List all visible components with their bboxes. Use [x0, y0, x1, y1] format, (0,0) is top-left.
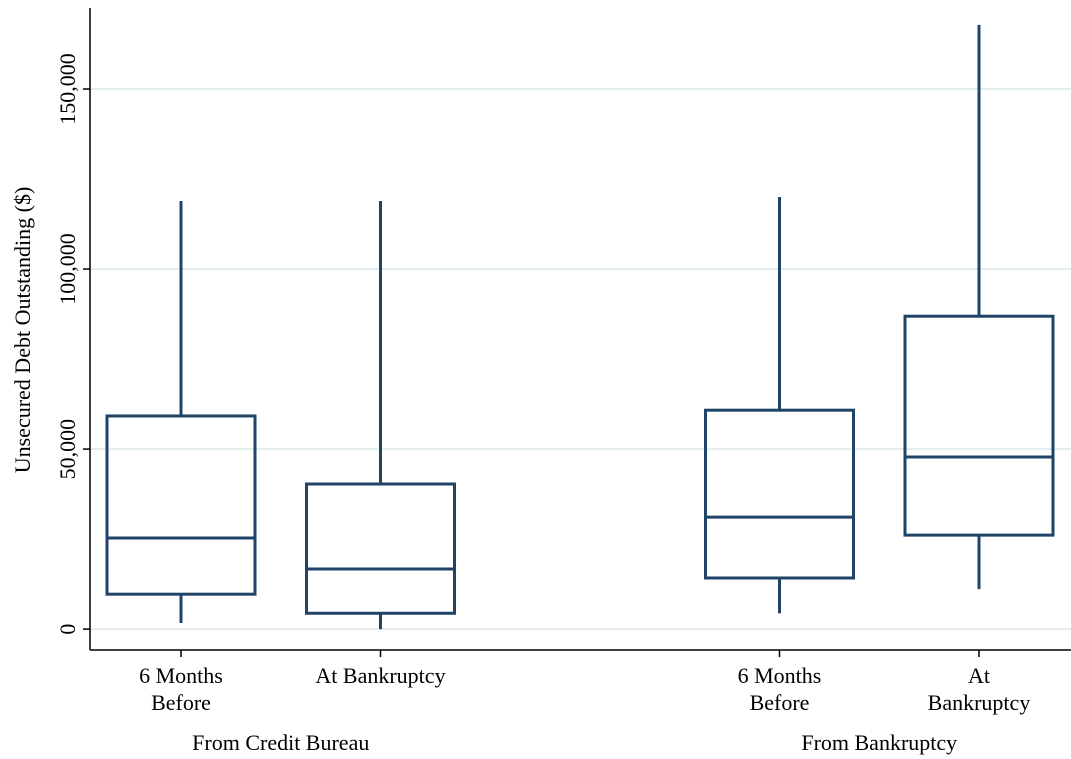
box — [105, 414, 257, 596]
box — [903, 314, 1055, 537]
box — [305, 482, 456, 615]
x-tick-label: At Bankruptcy — [927, 663, 1031, 715]
y-tick-label: 150,000 — [55, 53, 80, 125]
x-tick-label: 6 Months Before — [139, 663, 223, 715]
y-tick-label: 100,000 — [55, 233, 80, 305]
group-label: From Credit Bureau — [192, 730, 370, 755]
x-tick-label: 6 Months Before — [737, 663, 822, 715]
x-tick-label: At Bankruptcy — [315, 663, 446, 688]
group-label: From Bankruptcy Filing — [801, 730, 958, 759]
y-axis-title: Unsecured Debt Outstanding ($) — [10, 187, 35, 474]
y-tick-label: 50,000 — [55, 419, 80, 480]
box — [704, 408, 855, 580]
y-tick-label: 0 — [55, 624, 80, 635]
